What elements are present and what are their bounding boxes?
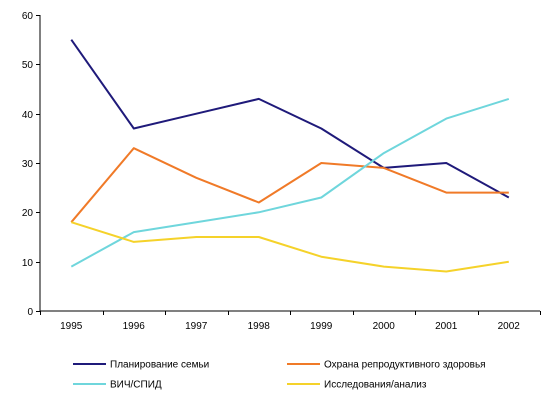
x-tick-label: 2000	[373, 321, 396, 332]
series-lines	[70, 39, 510, 273]
x-tick-label: 2002	[498, 321, 521, 332]
series-line-3	[70, 97, 510, 268]
legend-label: Охрана репродуктивного здоровья	[324, 360, 486, 371]
x-tick-label: 1997	[185, 321, 208, 332]
legend: Планирование семьи Охрана репродуктивного…	[73, 360, 486, 391]
y-tick-label: 50	[22, 60, 34, 71]
x-tick-label: 1995	[60, 321, 83, 332]
chart-axes	[36, 15, 541, 315]
legend-label: Планирование семьи	[110, 360, 209, 371]
y-tick-labels: 0 10 20 30 40 50 60	[22, 11, 34, 318]
series-line-2	[70, 147, 509, 223]
y-tick-label: 20	[22, 208, 34, 219]
x-tick-label: 1998	[248, 321, 271, 332]
y-tick-label: 10	[22, 258, 34, 269]
y-tick-label: 30	[22, 159, 34, 170]
y-tick-label: 0	[27, 307, 33, 318]
legend-label: Исследования/анализ	[324, 380, 427, 391]
legend-label: ВИЧ/СПИД	[110, 380, 162, 391]
x-tick-label: 1999	[310, 321, 333, 332]
y-tick-label: 40	[22, 110, 34, 121]
x-tick-label: 1996	[123, 321, 146, 332]
x-tick-label: 2001	[435, 321, 458, 332]
x-tick-labels: 1995 1996 1997 1998 1999 2000 2001 2002	[60, 321, 520, 332]
series-line-4	[70, 221, 509, 273]
y-tick-label: 60	[22, 11, 34, 22]
series-line-1	[70, 39, 510, 199]
